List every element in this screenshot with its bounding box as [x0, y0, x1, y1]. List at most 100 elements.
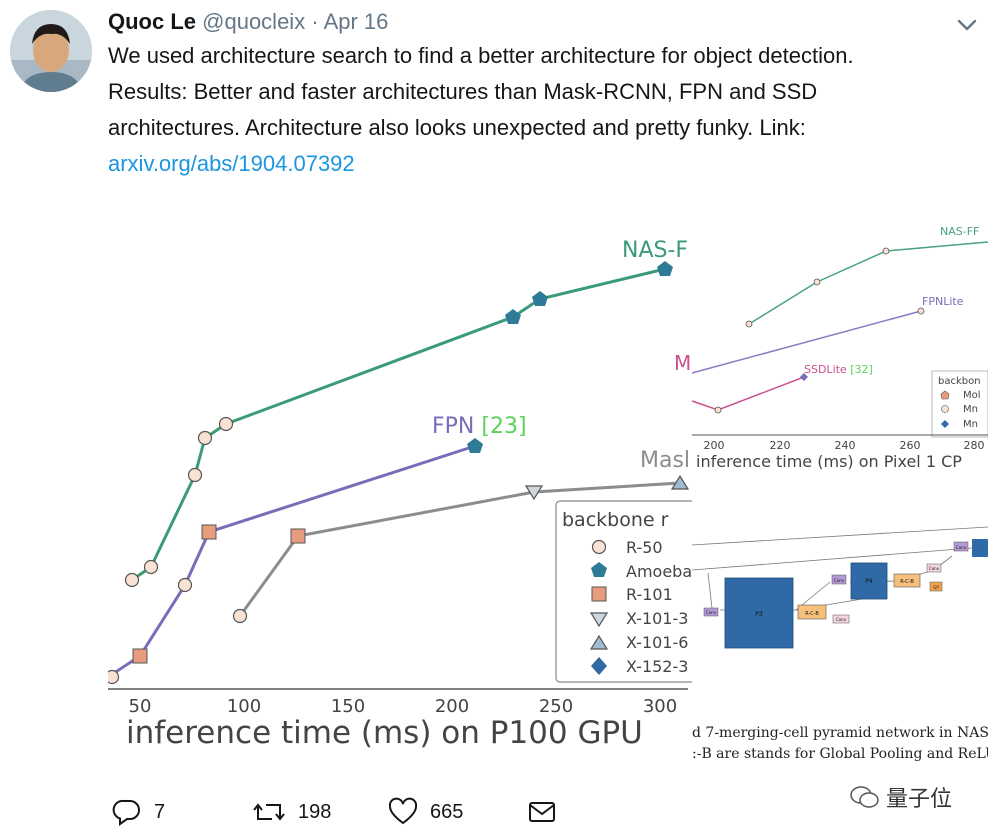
author-name[interactable]: Quoc Le [108, 9, 197, 34]
chevron-down-icon[interactable] [954, 12, 980, 38]
diagram-node-label: R-C-B [900, 579, 914, 585]
diagram-node-label: Conv [706, 610, 717, 615]
data-point [143, 559, 159, 575]
legend-item: Amoeba [626, 562, 692, 581]
diagram-node [832, 614, 850, 624]
diagram-node-label: P3 [755, 611, 763, 618]
data-point [505, 309, 521, 324]
series-label-ssdlite-ref: [32] [850, 363, 873, 376]
diagram-node [797, 604, 827, 620]
architecture-diagram: P3 P4 R-C-B R-C-B Conv Conv Conv Conv GP… [691, 475, 988, 780]
diagram-node-label: Conv [929, 566, 940, 571]
x-tick-label: 200 [704, 439, 725, 452]
x-tick-label: 250 [539, 696, 573, 717]
tweet-media-collage[interactable]: 50 100 150 200 250 300 inference time (m… [108, 205, 988, 780]
series-label-fpnlite: FPNLite [922, 295, 964, 308]
x-tick-label: 150 [331, 696, 365, 717]
diagram-caption-line: d 7-merging-cell pyramid network in NAS- [692, 725, 988, 741]
tweet-header: Quoc Le @quocleix · Apr 16 [108, 8, 388, 36]
series-label-fpn: FPN [23] [432, 414, 527, 439]
data-point [670, 474, 690, 490]
diagram-node-label: R-C-B [805, 611, 819, 617]
left-chart: 50 100 150 200 250 300 inference time (m… [108, 238, 707, 751]
diagram-node-label: P4 [865, 578, 873, 585]
x-tick-label: 100 [227, 696, 261, 717]
legend-item: X-101-3 [626, 609, 688, 628]
series-label-fpn-ref: [23] [481, 414, 526, 439]
right-chart: NAS-FF FPNLite SSDLite [32] M backbon Mo… [674, 213, 988, 475]
message-button[interactable] [527, 795, 557, 829]
tweet-date[interactable]: Apr 16 [323, 9, 389, 34]
diagram-node [724, 577, 794, 649]
data-point [187, 467, 203, 483]
data-point [132, 648, 148, 664]
x-tick-label: 50 [129, 696, 152, 717]
diagram-node [893, 573, 921, 588]
diagram-node [703, 607, 719, 617]
series-label-ssdlite: SSDLite [32] [804, 363, 873, 376]
tweet-link[interactable]: arxiv.org/abs/1904.07392 [108, 151, 355, 176]
legend-title: backbon [938, 376, 981, 387]
legend-item: Mn [963, 419, 978, 430]
data-point [657, 261, 673, 276]
legend-item: R-101 [626, 585, 673, 604]
chart-legend: backbone r R-50 Amoeba R-101 X-101-3 X-1… [555, 500, 707, 683]
wechat-icon [850, 786, 879, 808]
series-label-mask: Masl [640, 448, 690, 473]
diagram-node-label: Conv [836, 617, 847, 622]
data-point [532, 291, 548, 306]
x-tick-label: 200 [435, 696, 469, 717]
x-axis-label: inference time (ms) on P100 GPU [126, 715, 643, 751]
data-point [467, 438, 483, 453]
tweet-actions: 7 198 665 [112, 795, 612, 829]
diagram-node [953, 541, 969, 552]
watermark: 量子位 [850, 782, 952, 812]
like-count: 665 [430, 800, 464, 823]
legend-item: Mn [963, 404, 978, 415]
diagram-node-label: GP [933, 585, 939, 590]
x-tick-label: 280 [964, 439, 985, 452]
reply-icon [112, 799, 140, 826]
legend-title: backbone r [562, 509, 669, 531]
data-point [524, 485, 544, 501]
tweet-text-line: Results: Better and faster architectures… [108, 79, 818, 104]
reply-button[interactable]: 7 [112, 795, 165, 829]
data-point [108, 669, 120, 685]
legend-item: Mol [963, 390, 981, 401]
like-button[interactable]: 665 [388, 795, 463, 829]
diagram-node [850, 562, 888, 600]
data-point [201, 524, 217, 540]
x-tick-label: 220 [770, 439, 791, 452]
author-handle[interactable]: @quocleix [202, 9, 306, 34]
x-tick-label: 300 [643, 696, 677, 717]
reply-count: 7 [154, 800, 166, 823]
tweet-text: We used architecture search to find a be… [108, 38, 968, 182]
retweet-button[interactable]: 198 [252, 795, 331, 829]
x-tick-label: 240 [835, 439, 856, 452]
data-point [124, 572, 140, 588]
watermark-text: 量子位 [886, 787, 953, 812]
separator-dot: · [311, 9, 319, 34]
legend-item: R-50 [626, 538, 663, 557]
diagram-node-label: Conv [834, 578, 845, 583]
legend-item: X-152-3 [626, 657, 688, 676]
tweet-text-line: We used architecture search to find a be… [108, 43, 854, 68]
tweet-text-line: architectures. Architecture also looks u… [108, 115, 806, 140]
series-label-ssdlite-text: SSDLite [804, 363, 847, 376]
diagram-node [831, 574, 847, 585]
diagram-caption-line: :-B are stands for Global Pooling and Re… [692, 746, 988, 762]
x-axis-label: inference time (ms) on Pixel 1 CP [696, 452, 962, 471]
x-tick-label: 260 [900, 439, 921, 452]
data-point [232, 608, 248, 624]
data-point [197, 430, 213, 446]
data-point [218, 416, 234, 432]
diagram-node [926, 563, 942, 573]
message-icon [529, 802, 555, 822]
avatar-photo [10, 10, 92, 92]
avatar[interactable] [10, 10, 92, 92]
legend-item: X-101-6 [626, 633, 688, 652]
chart-legend: backbon Mol Mn Mn [931, 370, 988, 438]
series-label-m: M [674, 351, 691, 375]
diagram-node-label: Conv [956, 545, 967, 550]
series-label-fpn-text: FPN [432, 414, 474, 439]
